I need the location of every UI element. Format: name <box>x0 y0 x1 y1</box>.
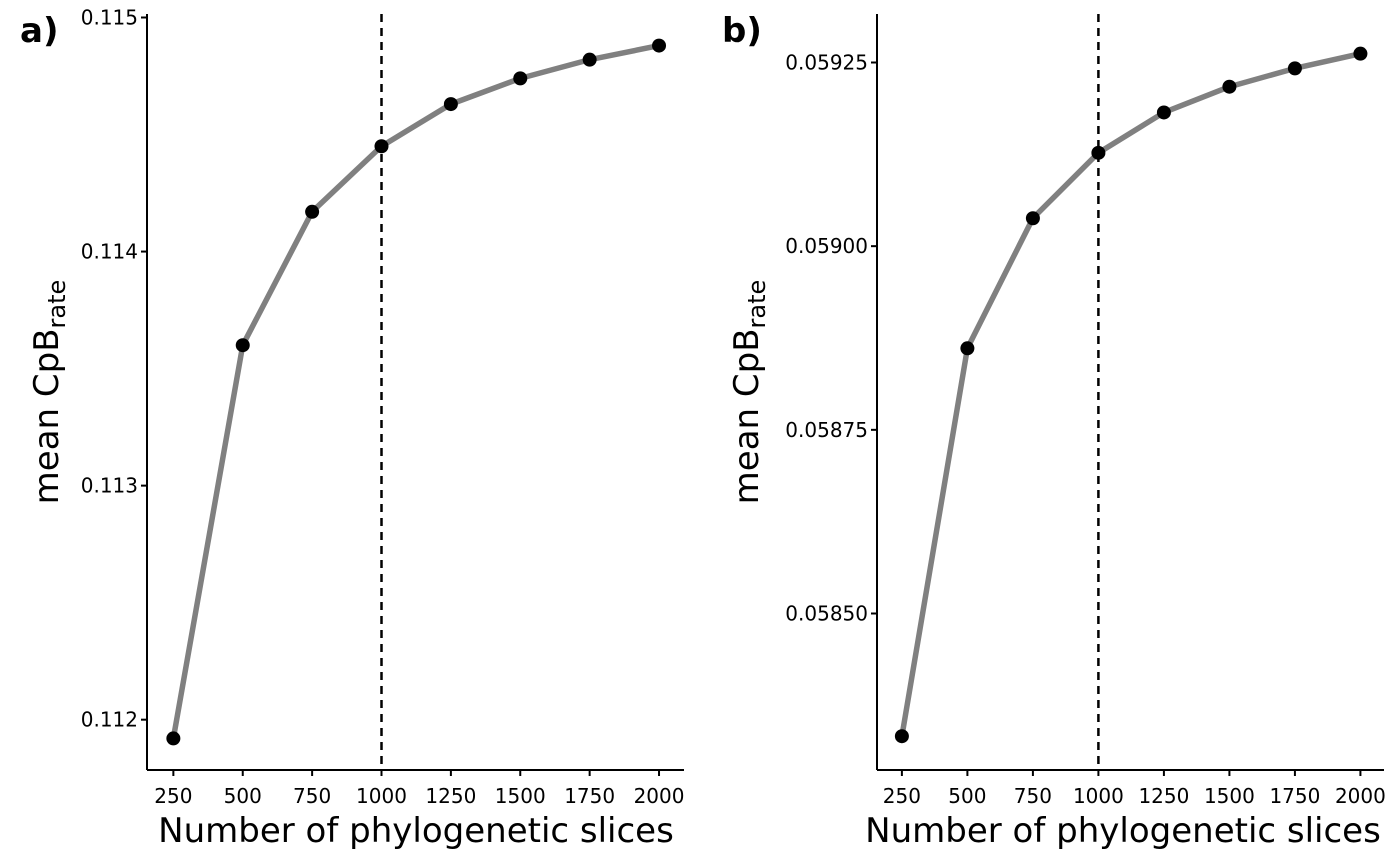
y-axis-title-subscript: rate <box>743 280 771 329</box>
x-tick-label: 1750 <box>1269 784 1320 808</box>
x-tick-label: 750 <box>1014 784 1052 808</box>
x-tick-label: 2000 <box>634 784 685 808</box>
x-tick-label: 1500 <box>495 784 546 808</box>
y-axis-title-main: mean CpB <box>27 328 67 504</box>
data-point <box>582 52 597 67</box>
y-tick-label: 0.114 <box>81 240 138 264</box>
data-point <box>652 38 667 53</box>
x-tick-label: 1000 <box>356 784 407 808</box>
data-point <box>1222 79 1237 94</box>
data-point <box>513 71 528 86</box>
data-point <box>166 731 181 746</box>
x-tick-label: 1750 <box>564 784 615 808</box>
y-tick-label: 0.05900 <box>785 234 868 258</box>
data-point <box>1353 46 1368 61</box>
y-tick-label: 0.113 <box>81 474 138 498</box>
x-tick-label: 2000 <box>1335 784 1386 808</box>
y-tick-label: 0.05850 <box>785 602 868 626</box>
y-axis-title: mean CpBrate <box>27 280 71 505</box>
panel-label: b) <box>722 11 762 51</box>
y-tick-label: 0.05925 <box>785 50 868 74</box>
data-point <box>235 338 250 353</box>
x-axis-title: Number of phylogenetic slices <box>158 811 674 851</box>
x-axis-title: Number of phylogenetic slices <box>865 811 1381 851</box>
data-point <box>1091 145 1106 160</box>
x-tick-label: 750 <box>293 784 331 808</box>
data-point <box>305 204 320 219</box>
panel-label: a) <box>20 11 58 51</box>
x-tick-label: 250 <box>154 784 192 808</box>
data-point <box>1156 105 1171 120</box>
series-line <box>170 42 662 742</box>
chart-panel-a: 0.112 0.113 0.114 0.115 250 500 750 1000 1250 150… <box>20 6 684 851</box>
series-line <box>899 50 1364 739</box>
x-tick-label: 250 <box>883 784 921 808</box>
y-axis-title-main: mean CpB <box>727 328 767 504</box>
x-tick-label: 1250 <box>425 784 476 808</box>
y-tick-label: 0.115 <box>81 6 138 30</box>
data-point <box>443 97 458 112</box>
x-tick-label: 1250 <box>1138 784 1189 808</box>
x-tick-label: 1000 <box>1073 784 1124 808</box>
data-point <box>960 341 975 356</box>
x-tick-label: 1500 <box>1204 784 1255 808</box>
data-point <box>374 139 389 154</box>
data-point <box>1025 211 1040 226</box>
y-axis-title: mean CpBrate <box>727 280 771 505</box>
x-tick-label: 500 <box>224 784 262 808</box>
chart-panel-b: 0.05850 0.05875 0.05900 0.05925 250 500 750 100… <box>722 11 1386 851</box>
data-point <box>894 729 909 744</box>
y-tick-label: 0.05875 <box>785 418 868 442</box>
y-tick-label: 0.112 <box>81 708 138 732</box>
x-tick-label: 500 <box>948 784 986 808</box>
data-point <box>1287 61 1302 76</box>
y-axis-title-subscript: rate <box>43 280 71 329</box>
